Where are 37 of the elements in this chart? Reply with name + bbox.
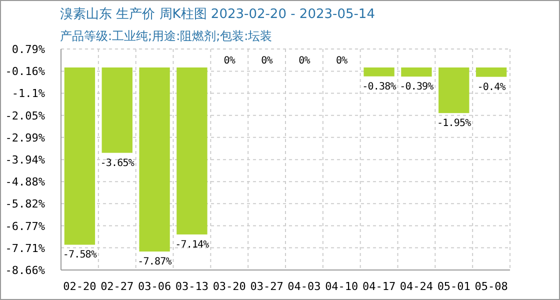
y-tick-label: -2.05%	[5, 109, 46, 122]
y-tick-label: -5.82%	[5, 198, 46, 211]
y-tick-label: -4.88%	[5, 176, 46, 189]
y-tick-label: -2.99%	[5, 131, 46, 144]
x-tick-label: 04-24	[400, 280, 434, 293]
data-label: 0%	[261, 55, 273, 66]
data-label: -0.39%	[400, 82, 434, 93]
data-label: -1.95%	[437, 118, 472, 130]
x-tick-label: 04-17	[362, 280, 396, 293]
x-tick-label: 03-20	[212, 280, 246, 293]
y-tick-label: -7.71%	[5, 242, 46, 255]
data-label: -0.38%	[362, 81, 396, 92]
data-label: -7.87%	[138, 256, 172, 268]
y-tick-label: -1.1%	[12, 87, 46, 100]
y-tick-label: -3.94%	[5, 154, 46, 167]
x-tick-label: 04-10	[325, 280, 358, 293]
y-tick-label: -8.66%	[5, 264, 46, 277]
y-tick-label: 0.79%	[12, 43, 46, 56]
data-label: -3.65%	[100, 158, 134, 169]
data-label: -7.14%	[175, 239, 210, 250]
x-tick-label: 03-06	[138, 280, 172, 293]
x-tick-label: 04-03	[288, 280, 321, 293]
y-tick-label: -0.16%	[5, 65, 46, 78]
data-label: -7.58%	[62, 250, 97, 261]
data-label: 0%	[298, 55, 310, 66]
chart-title: 溴素山东 生产价 周K柱图 2023-02-20 - 2023-05-14	[60, 7, 375, 22]
x-tick-label: 05-08	[474, 280, 508, 293]
x-tick-label: 02-27	[100, 280, 134, 293]
chart-subtitle: 产品等级:工业纯;用途:阻燃剂;包装:坛装	[60, 29, 272, 43]
data-label: 0%	[224, 55, 236, 66]
y-tick-label: -6.77%	[5, 220, 46, 233]
data-label: 0%	[336, 55, 348, 66]
x-tick-label: 05-01	[437, 280, 470, 293]
x-tick-label: 02-20	[63, 280, 96, 293]
x-tick-label: 03-27	[250, 280, 284, 293]
x-tick-label: 03-13	[175, 280, 209, 293]
data-label: -0.4%	[477, 82, 506, 93]
